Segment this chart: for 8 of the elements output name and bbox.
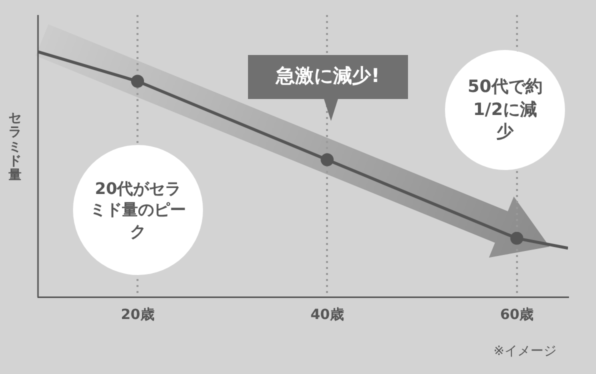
x-tick-label: 40歳 (310, 307, 344, 324)
annotation: 50代で約1/2に減少 (467, 76, 543, 144)
x-tick-label: 20歳 (120, 307, 154, 324)
x-tick-label: 60歳 (500, 307, 534, 324)
text: ※イメージ (492, 343, 558, 362)
annotation: 20代がセラミド量のピーク (89, 178, 187, 243)
annotation: 急激に減少! (248, 55, 408, 99)
y-axis-title: セラミド量 (8, 111, 22, 184)
